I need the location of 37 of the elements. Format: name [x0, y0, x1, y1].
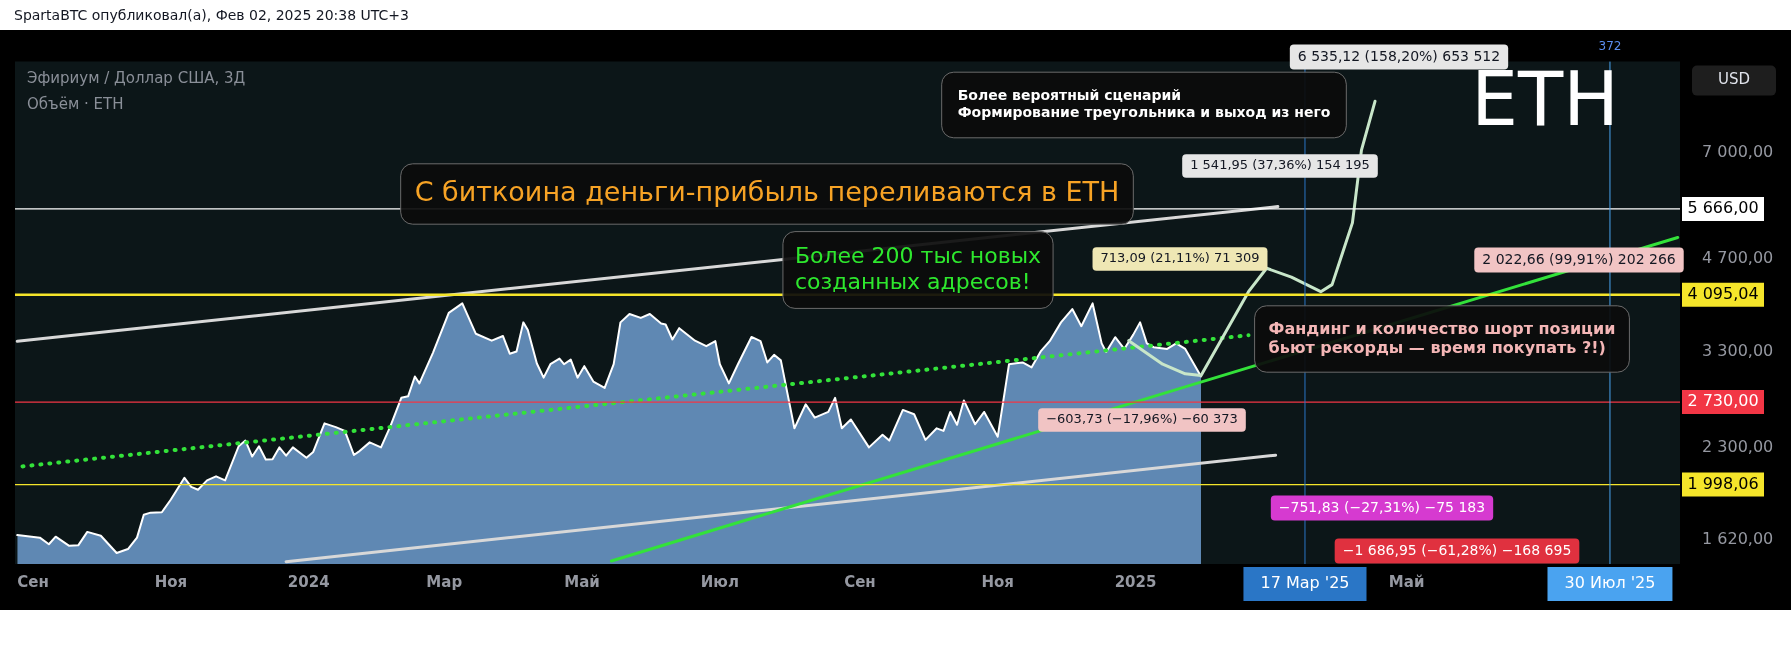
y-tick-label: 2 300,00: [1702, 436, 1774, 456]
text: Эфириум / Доллар США, 3Д: [27, 69, 246, 88]
annotation: Фандинг и количество шорт позиции бьют рекорды — время покупать ?!): [1268, 318, 1616, 357]
text: Объём · ETH: [27, 95, 124, 114]
ref-line-label: 1 998,06: [1687, 473, 1759, 493]
x-tick-label: Ноя: [154, 572, 188, 591]
annotation: 713,09 (21,11%) 71 309: [1100, 250, 1260, 266]
ref-line-label: 30 Июл '25: [1564, 573, 1656, 593]
x-tick-label: Май: [1388, 572, 1425, 591]
ref-line-label: 5 666,00: [1687, 198, 1759, 218]
text: SpartaBTC опубликовал(а), Фев 02, 2025 20:38 UTC+3: [14, 7, 409, 23]
y-tick-label: 1 620,00: [1702, 529, 1774, 549]
annotation: −1 686,95 (−61,28%) −168 695: [1342, 541, 1572, 558]
x-tick-label: Мар: [426, 572, 463, 591]
x-tick-label: 2024: [287, 572, 330, 591]
x-tick-label: Май: [564, 572, 600, 591]
ref-line-label: 4 095,04: [1687, 283, 1759, 303]
annotation: Более 200 тыс новых созданных адресов!: [794, 242, 1042, 294]
text: 372: [1598, 39, 1622, 54]
ref-line-label: 17 Мар '25: [1260, 573, 1350, 593]
x-tick-label: 2025: [1114, 572, 1157, 591]
ref-line-label: 2 730,00: [1687, 391, 1759, 411]
y-tick-label: 4 700,00: [1702, 247, 1774, 267]
annotation: Более вероятный сценарий Формирование треугольника и выход из него: [957, 87, 1331, 121]
annotation: 1 541,95 (37,36%) 154 195: [1190, 157, 1370, 173]
annotation: 2 022,66 (99,91%) 202 266: [1482, 250, 1676, 267]
x-tick-label: Сен: [844, 572, 876, 591]
y-axis-title: USD: [1717, 70, 1751, 89]
annotation: −751,83 (−27,31%) −75 183: [1278, 498, 1486, 515]
x-tick-label: Ноя: [981, 572, 1014, 591]
x-tick-label: Сен: [17, 572, 49, 591]
annotation: 6 535,12 (158,20%) 653 512: [1297, 47, 1501, 64]
x-tick-label: Июл: [700, 572, 739, 591]
annotation: С биткоина деньги-прибыль переливаются в ETH: [414, 176, 1120, 208]
y-tick-label: 7 000,00: [1702, 142, 1774, 162]
annotation: −603,73 (−17,96%) −60 373: [1046, 411, 1238, 427]
y-tick-label: 3 300,00: [1702, 341, 1774, 361]
